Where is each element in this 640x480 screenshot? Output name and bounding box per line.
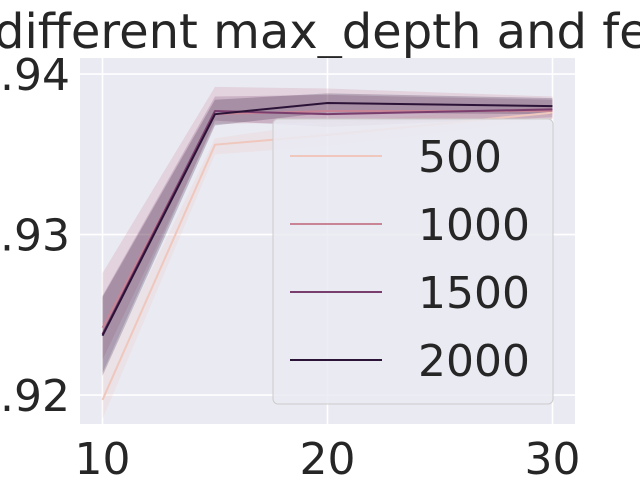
legend-box: [272, 118, 554, 405]
legend-label-2000: 2000: [418, 336, 530, 387]
confidence-band-1000: [102, 86, 553, 360]
confidence-bands: [102, 86, 553, 420]
legend-label-500: 500: [418, 132, 502, 183]
x-tick-label: 20: [300, 434, 356, 480]
y-tick-label: .92: [0, 371, 70, 422]
y-tick-label: .94: [0, 50, 70, 101]
y-tick-label: .93: [0, 211, 70, 262]
legend-label-1500: 1500: [418, 268, 530, 319]
chart-title: different max_depth and fe: [0, 4, 640, 60]
series-line-1500: [101, 108, 553, 335]
x-tick-label: 30: [525, 434, 581, 480]
x-tick-label: 10: [75, 434, 131, 480]
x-tick-labels: 10 20 30: [75, 434, 581, 480]
y-tick-labels: .92 .93 .94: [0, 50, 70, 422]
series-line-2000: [101, 101, 553, 337]
legend-label-1000: 1000: [418, 200, 530, 251]
legend: 500 1000 1500 2000: [272, 118, 554, 405]
